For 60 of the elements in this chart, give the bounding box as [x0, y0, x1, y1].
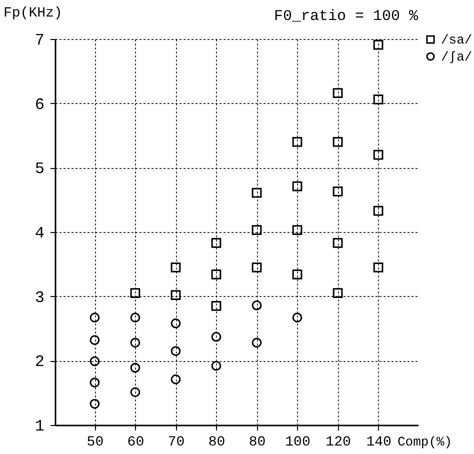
y-axis-title: Fp(KHz)	[4, 6, 62, 22]
x-tick-label: 70	[168, 434, 185, 450]
point	[252, 338, 262, 348]
point	[211, 238, 222, 248]
x-tick-label: 140	[366, 434, 392, 450]
point	[252, 262, 262, 272]
point	[170, 374, 181, 384]
x-tick-label: 60	[127, 434, 144, 450]
legend-label: /ʃa/	[441, 50, 472, 64]
y-tick-label: 2	[34, 353, 44, 372]
y-tick-label: 3	[34, 288, 44, 307]
point	[373, 206, 384, 216]
point	[332, 137, 343, 147]
point	[170, 318, 181, 328]
point	[90, 335, 100, 346]
point	[373, 40, 384, 50]
point	[292, 181, 302, 192]
x-tick-label: 120	[326, 434, 351, 450]
x-axis-title: Comp(%)	[398, 434, 452, 450]
point	[211, 332, 222, 342]
x-tick-label: 80	[248, 434, 266, 450]
y-tick-label: 6	[34, 96, 44, 114]
point	[332, 186, 343, 196]
point	[292, 225, 302, 236]
point	[252, 225, 262, 236]
point	[130, 288, 140, 298]
y-tick-label: 1	[34, 418, 44, 436]
y-tick-label: 5	[34, 160, 44, 178]
point	[373, 262, 384, 272]
point	[292, 270, 302, 280]
point	[332, 238, 343, 248]
x-tick-label: 100	[285, 434, 310, 450]
point	[292, 312, 302, 322]
point	[211, 360, 222, 371]
point	[130, 338, 140, 348]
point	[90, 398, 100, 409]
point	[130, 387, 140, 398]
point	[90, 378, 100, 388]
point	[292, 137, 302, 147]
point	[252, 188, 262, 198]
x-tick-label: 80	[208, 434, 226, 450]
chart-title: F0_ratio = 100 %	[274, 8, 419, 25]
point	[332, 88, 343, 98]
point	[373, 94, 384, 104]
point	[130, 362, 140, 373]
point	[130, 312, 140, 322]
x-tick-label: 50	[86, 434, 104, 450]
point	[373, 150, 384, 160]
point	[90, 312, 100, 322]
point	[90, 356, 100, 366]
point	[332, 288, 343, 298]
y-tick-label: 7	[34, 32, 44, 50]
point	[170, 346, 181, 356]
point	[170, 262, 181, 272]
y-tick-label: 4	[34, 224, 44, 242]
point	[252, 300, 262, 310]
legend-label: /sa/	[441, 32, 472, 48]
point	[211, 301, 222, 311]
point	[211, 270, 222, 280]
point	[170, 290, 181, 300]
